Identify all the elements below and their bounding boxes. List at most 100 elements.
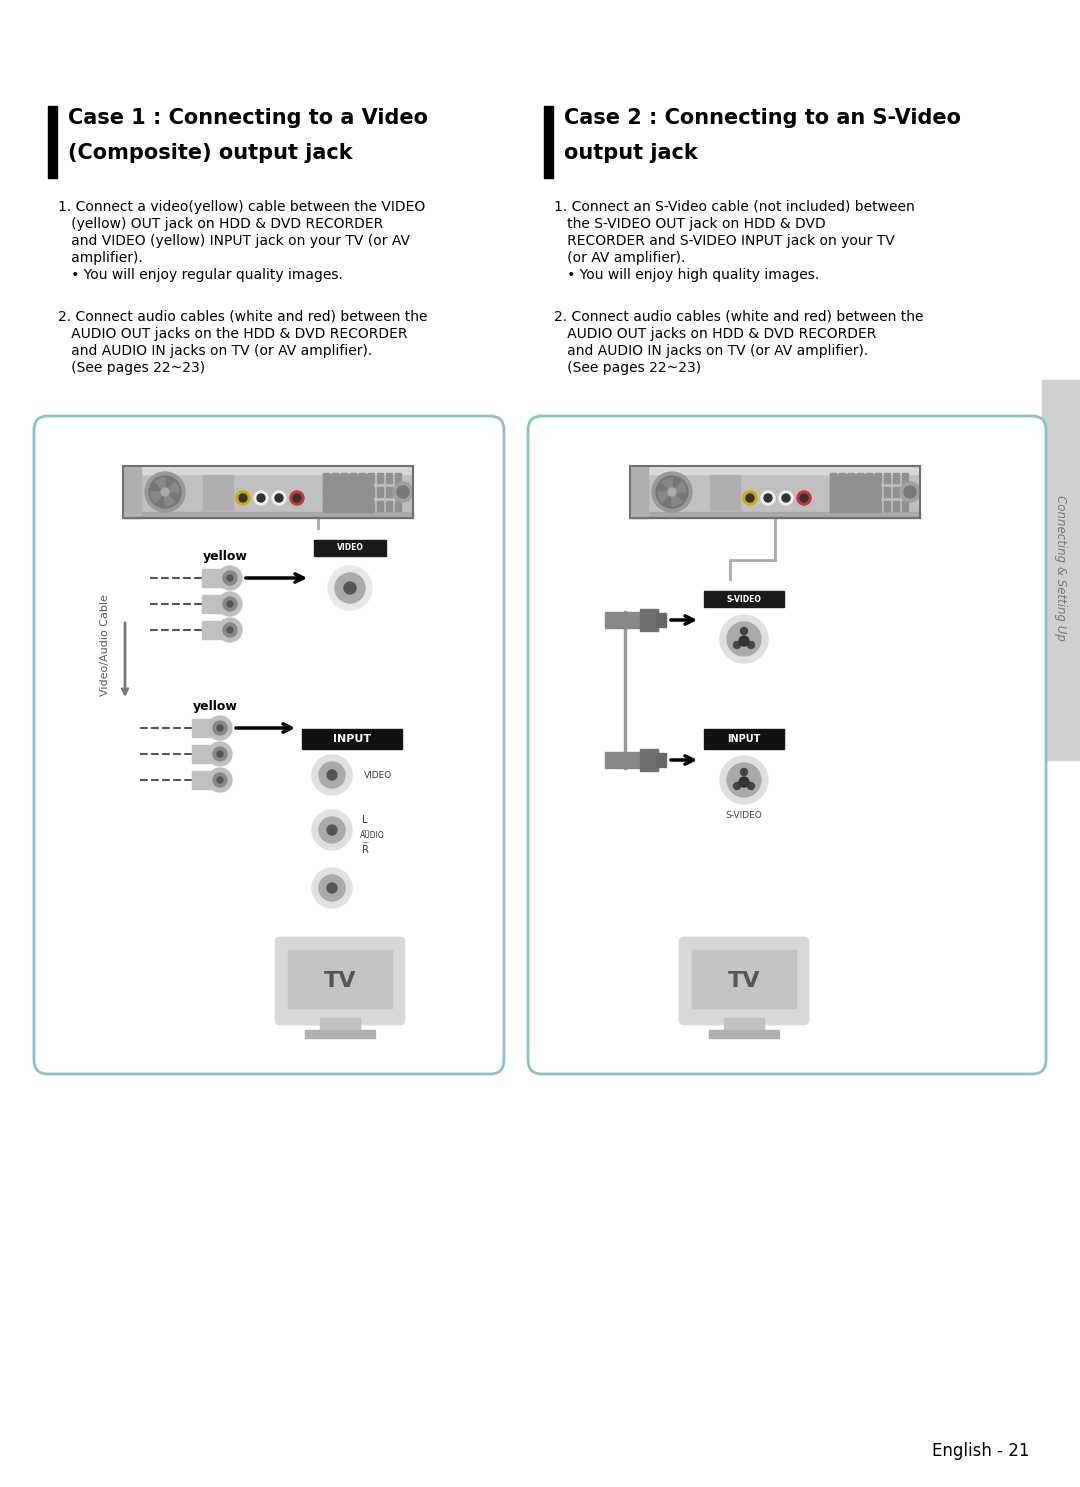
Bar (320, 1019, 360, 1032)
Bar (377, 473, 383, 483)
Circle shape (145, 471, 185, 512)
Bar (123, 512, 413, 517)
Circle shape (218, 619, 242, 642)
Bar (831, 473, 836, 483)
Circle shape (208, 767, 232, 793)
Bar (875, 501, 881, 512)
Circle shape (741, 628, 747, 635)
Bar (377, 488, 383, 497)
Text: L: L (362, 815, 367, 825)
Circle shape (652, 471, 692, 512)
Circle shape (227, 601, 233, 607)
Text: 1. Connect a video(yellow) cable between the VIDEO: 1. Connect a video(yellow) cable between… (58, 199, 426, 214)
Bar (302, 729, 402, 749)
Bar (192, 720, 220, 738)
Bar (368, 473, 374, 483)
Wedge shape (156, 477, 165, 492)
Bar (323, 474, 373, 512)
Circle shape (291, 491, 303, 506)
Circle shape (327, 825, 337, 836)
Circle shape (741, 769, 747, 776)
Bar (704, 590, 784, 607)
Bar (848, 501, 854, 512)
Circle shape (743, 491, 757, 506)
Bar (323, 473, 329, 483)
Circle shape (733, 782, 741, 790)
Bar (708, 1030, 779, 1038)
Bar (395, 501, 401, 512)
Bar (332, 488, 338, 497)
Text: —: — (362, 827, 369, 833)
Circle shape (213, 773, 227, 787)
Text: Case 1 : Connecting to a Video: Case 1 : Connecting to a Video (68, 109, 428, 128)
Bar (704, 729, 784, 749)
Circle shape (319, 874, 345, 901)
Text: the S-VIDEO OUT jack on HDD & DVD: the S-VIDEO OUT jack on HDD & DVD (554, 217, 826, 230)
Bar (848, 473, 854, 483)
Bar (350, 488, 356, 497)
Bar (875, 473, 881, 483)
Bar (341, 501, 347, 512)
Circle shape (149, 476, 181, 509)
Circle shape (393, 482, 413, 503)
Bar (640, 610, 658, 630)
Circle shape (345, 581, 356, 593)
Bar (305, 1030, 375, 1038)
Circle shape (747, 641, 755, 648)
Circle shape (727, 622, 761, 656)
Bar (192, 745, 220, 763)
Bar (323, 501, 329, 512)
Bar (902, 473, 908, 483)
FancyBboxPatch shape (696, 581, 793, 680)
Wedge shape (658, 492, 672, 503)
Circle shape (161, 488, 168, 497)
Bar (858, 501, 863, 512)
Bar (630, 512, 920, 517)
Bar (831, 488, 836, 497)
Bar (866, 473, 872, 483)
Text: amplifier).: amplifier). (58, 251, 143, 265)
Text: VIDEO: VIDEO (337, 544, 364, 553)
Circle shape (720, 616, 768, 663)
Circle shape (217, 778, 222, 784)
Circle shape (218, 567, 242, 590)
Circle shape (656, 476, 688, 509)
Text: INPUT: INPUT (333, 735, 372, 744)
Text: 2. Connect audio cables (white and red) between the: 2. Connect audio cables (white and red) … (58, 309, 428, 324)
Wedge shape (662, 477, 672, 492)
Bar (839, 473, 845, 483)
Bar (48, 106, 57, 178)
Circle shape (739, 778, 750, 787)
Wedge shape (165, 482, 179, 492)
Bar (893, 473, 899, 483)
Bar (640, 749, 658, 770)
FancyBboxPatch shape (33, 416, 504, 1074)
Text: AUDIO: AUDIO (360, 831, 384, 840)
Bar (630, 465, 648, 517)
Circle shape (733, 641, 741, 648)
Bar (123, 465, 413, 517)
Bar (858, 488, 863, 497)
Bar (866, 501, 872, 512)
Text: and VIDEO (yellow) INPUT jack on your TV (or AV: and VIDEO (yellow) INPUT jack on your TV… (58, 233, 410, 248)
Text: R: R (362, 845, 369, 855)
Text: Case 2 : Connecting to an S-Video: Case 2 : Connecting to an S-Video (564, 109, 961, 128)
Circle shape (227, 628, 233, 633)
Text: output jack: output jack (564, 143, 698, 164)
Bar (831, 501, 836, 512)
Bar (831, 474, 880, 512)
Text: Connecting & Setting Up: Connecting & Setting Up (1054, 495, 1067, 641)
Circle shape (222, 623, 237, 636)
Bar (123, 465, 413, 474)
Text: 2. Connect audio cables (white and red) between the: 2. Connect audio cables (white and red) … (554, 309, 923, 324)
Text: S-VIDEO: S-VIDEO (727, 595, 761, 604)
Bar (544, 106, 553, 178)
FancyBboxPatch shape (305, 531, 395, 629)
Bar (875, 488, 881, 497)
Text: and AUDIO IN jacks on TV (or AV amplifier).: and AUDIO IN jacks on TV (or AV amplifie… (58, 343, 373, 358)
Circle shape (275, 494, 283, 503)
Bar (288, 950, 392, 1008)
Bar (368, 501, 374, 512)
Circle shape (272, 491, 286, 506)
Circle shape (312, 868, 352, 909)
